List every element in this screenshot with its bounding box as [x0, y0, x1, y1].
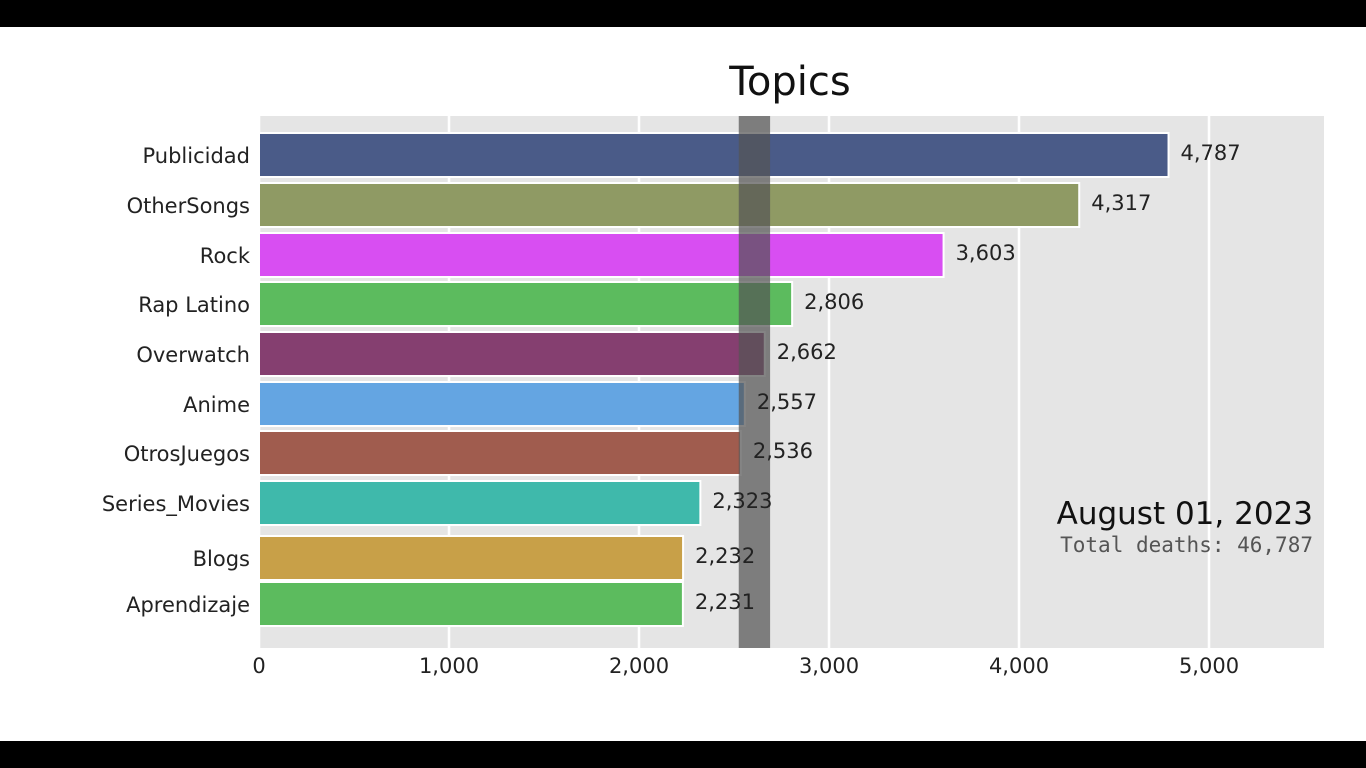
category-label: Publicidad: [142, 144, 250, 168]
bar: [258, 182, 1081, 228]
value-label: 2,662: [777, 340, 837, 364]
category-label: OtherSongs: [127, 194, 250, 218]
bar: [258, 430, 742, 476]
x-tick-label: 5,000: [1179, 654, 1239, 678]
bar: [258, 232, 945, 278]
bar: [258, 281, 794, 327]
total-label: Total deaths: 46,787: [1060, 533, 1313, 557]
value-label: 2,232: [695, 544, 755, 568]
bars: [258, 132, 1170, 627]
category-label: Overwatch: [136, 343, 250, 367]
category-label: Aprendizaje: [126, 593, 250, 617]
category-label: Rock: [200, 244, 251, 268]
category-label: Rap Latino: [138, 293, 250, 317]
x-tick-label: 2,000: [609, 654, 669, 678]
value-label: 4,317: [1091, 191, 1151, 215]
highlight-band: [738, 116, 771, 648]
bar: [258, 381, 746, 427]
value-label: 2,323: [712, 489, 772, 513]
category-label: OtrosJuegos: [124, 442, 250, 466]
category-label: Series_Movies: [102, 492, 250, 517]
x-tick-label: 3,000: [799, 654, 859, 678]
bar: [258, 535, 685, 581]
bar: [258, 480, 702, 526]
category-labels: Publicidad OtherSongs Rock Rap Latino Overwa…: [102, 144, 251, 617]
bar-chart: Publicidad OtherSongs Rock Rap Latino Overwa…: [102, 59, 1324, 678]
value-labels: 4,787 4,317 3,603 2,806 2,662 2,557 2,536 2,323…: [695, 141, 1241, 614]
value-label: 2,806: [804, 290, 864, 314]
chart-title: Topics: [728, 59, 850, 105]
x-tick-label: 0: [252, 654, 265, 678]
x-tick-labels: 0 1,000 2,000 3,000 4,000 5,000: [252, 654, 1239, 678]
x-tick-label: 1,000: [419, 654, 479, 678]
bar: [258, 331, 766, 377]
date-label: August 01, 2023: [1057, 496, 1313, 532]
bar: [258, 581, 684, 627]
value-label: 2,557: [757, 390, 817, 414]
x-tick-label: 4,000: [989, 654, 1049, 678]
value-label: 3,603: [956, 241, 1016, 265]
value-label: 2,536: [753, 439, 813, 463]
chart-frame: Publicidad OtherSongs Rock Rap Latino Overwa…: [0, 27, 1366, 741]
category-label: Anime: [183, 393, 250, 417]
value-label: 4,787: [1181, 141, 1241, 165]
category-label: Blogs: [193, 547, 250, 571]
value-label: 2,231: [695, 590, 755, 614]
bar: [258, 132, 1170, 178]
